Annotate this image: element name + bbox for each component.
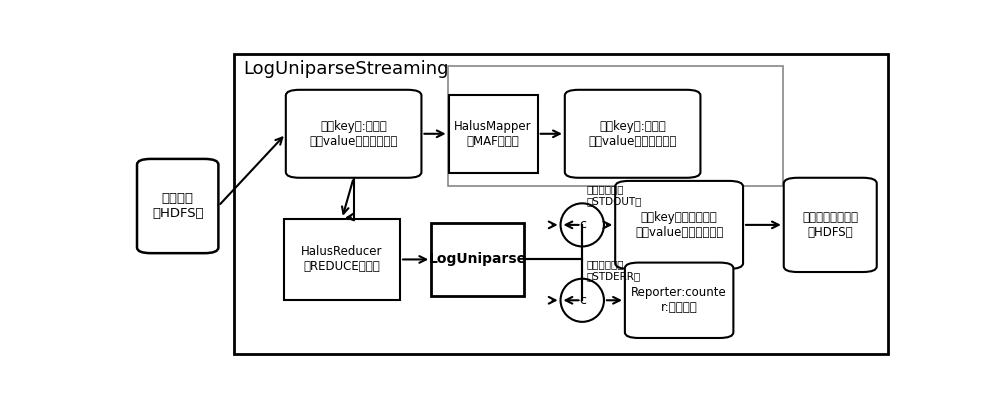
Bar xyxy=(284,219,400,300)
Text: HalusMapper
（MAF函数）: HalusMapper （MAF函数） xyxy=(454,120,532,148)
Text: 分析结果输出
（STDOUT）: 分析结果输出 （STDOUT） xyxy=(587,184,642,206)
Text: Reporter:counte
r:运行状态: Reporter:counte r:运行状态 xyxy=(631,286,727,314)
FancyBboxPatch shape xyxy=(615,181,743,269)
Text: c: c xyxy=(579,218,586,231)
Bar xyxy=(234,54,888,354)
Text: LogUniparseStreaming: LogUniparseStreaming xyxy=(243,60,448,78)
Bar xyxy=(449,95,538,173)
FancyBboxPatch shape xyxy=(625,263,733,338)
FancyBboxPatch shape xyxy=(286,90,421,178)
Text: LogUniparse: LogUniparse xyxy=(429,253,527,266)
FancyBboxPatch shape xyxy=(784,178,877,272)
Bar xyxy=(431,223,524,295)
Text: 原始日志
（HDFS）: 原始日志 （HDFS） xyxy=(152,192,204,220)
Text: c: c xyxy=(579,294,586,307)
Text: 输入key值:字节号
输入value值：原始日志: 输入key值:字节号 输入value值：原始日志 xyxy=(309,120,398,148)
Ellipse shape xyxy=(561,203,604,246)
Text: 分析后的结果数据
（HDFS）: 分析后的结果数据 （HDFS） xyxy=(802,211,858,239)
FancyBboxPatch shape xyxy=(565,90,700,178)
Text: HalusReducer
（REDUCE函数）: HalusReducer （REDUCE函数） xyxy=(301,246,383,273)
Text: 输出key值：文件名称
输出value值：分析结果: 输出key值：文件名称 输出value值：分析结果 xyxy=(635,211,723,239)
Bar xyxy=(448,66,783,186)
Text: 运行状态输出
（STDERR）: 运行状态输出 （STDERR） xyxy=(587,259,641,281)
FancyBboxPatch shape xyxy=(137,159,218,253)
Ellipse shape xyxy=(561,279,604,322)
Text: 输出key值:取时间
输出value值：原始日志: 输出key值:取时间 输出value值：原始日志 xyxy=(588,120,677,148)
